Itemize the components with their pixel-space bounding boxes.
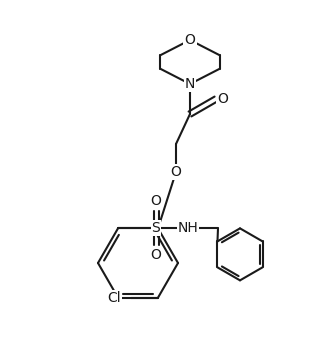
Text: NH: NH xyxy=(178,221,198,235)
Text: O: O xyxy=(171,165,182,179)
Text: O: O xyxy=(150,249,161,262)
Text: S: S xyxy=(151,221,160,235)
Text: O: O xyxy=(184,33,195,47)
Text: N: N xyxy=(185,77,195,91)
Text: O: O xyxy=(150,195,161,208)
Text: O: O xyxy=(217,92,228,106)
Text: Cl: Cl xyxy=(107,291,121,305)
